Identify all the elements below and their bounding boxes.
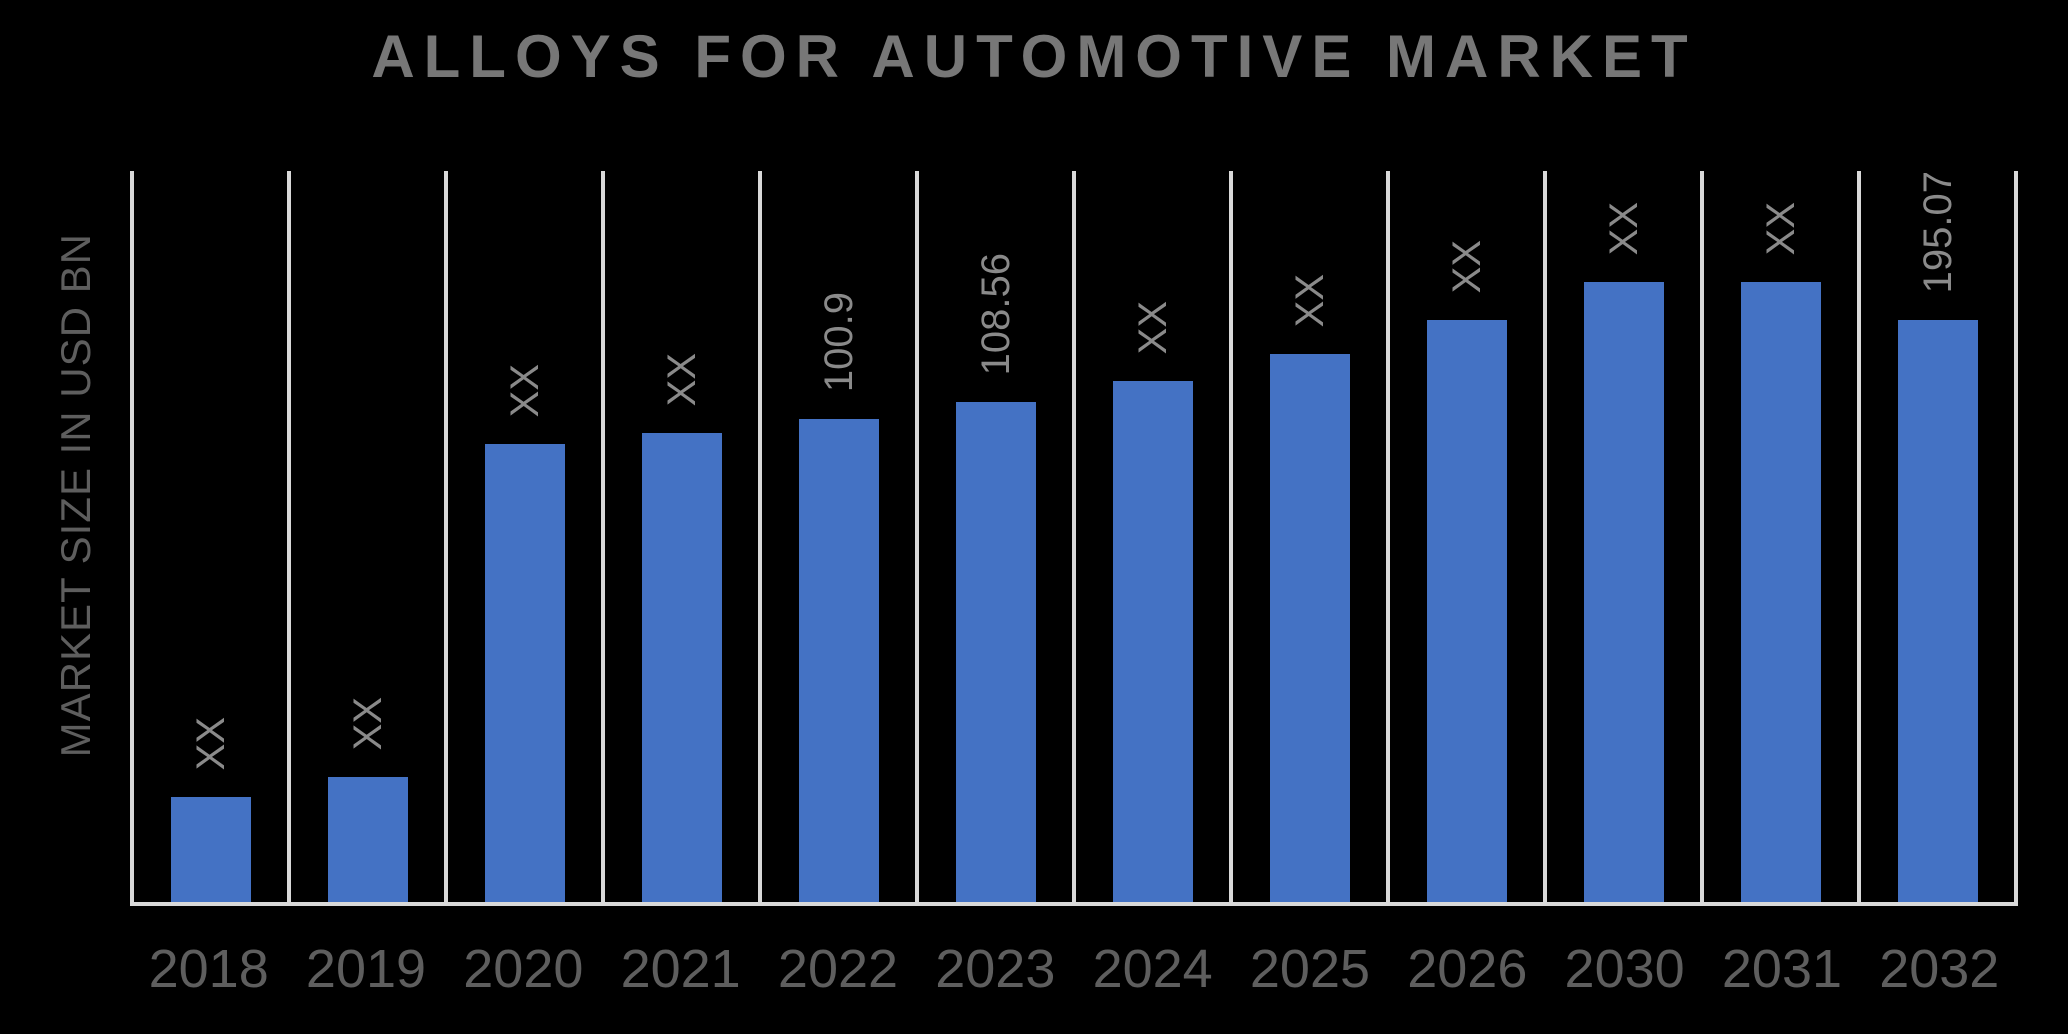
x-tick-2032: 2032: [1879, 939, 2000, 999]
data-label-2018: XX: [188, 716, 233, 770]
category-slot-2031: XX: [1700, 171, 1857, 902]
bar-2021: [641, 433, 722, 902]
bar-2018: [170, 797, 251, 902]
data-label-2030: XX: [1601, 201, 1646, 255]
data-label-2020: XX: [502, 363, 547, 417]
x-tick-2030: 2030: [1564, 939, 1685, 999]
category-slot-2023: 108.56: [915, 171, 1072, 902]
data-label-2032: 195.07: [1915, 171, 1960, 294]
category-slot-2025: XX: [1229, 171, 1386, 902]
x-tick-2023: 2023: [935, 939, 1056, 999]
data-label-2022: 100.9: [816, 291, 861, 392]
bar-2019: [327, 777, 408, 902]
bar-2026: [1426, 320, 1507, 902]
x-tick-2025: 2025: [1249, 939, 1371, 999]
x-tick-2018: 2018: [148, 939, 269, 999]
x-tick-2020: 2020: [463, 939, 584, 999]
bar-2031: [1740, 282, 1821, 902]
plot-area: XX XX XX XX 100.9 108.56 XX XX XX XX XX 195.07: [130, 171, 2018, 906]
category-slot-2030: XX: [1543, 171, 1700, 902]
category-slot-2021: XX: [601, 171, 758, 902]
category-slot-2019: XX: [287, 171, 444, 902]
data-label-2021: XX: [659, 352, 704, 406]
x-tick-2024: 2024: [1092, 939, 1213, 999]
category-slot-2026: XX: [1386, 171, 1543, 902]
category-slot-2018: XX: [130, 171, 287, 902]
data-label-2025: XX: [1287, 273, 1332, 327]
x-tick-2026: 2026: [1407, 939, 1528, 999]
bar-2023: [955, 402, 1036, 902]
bar-2032: [1897, 320, 1978, 902]
bar-2022: [798, 419, 879, 902]
data-label-2026: XX: [1444, 239, 1489, 293]
bar-2024: [1112, 381, 1193, 902]
chart-title: ALLOYS FOR AUTOMOTIVE MARKET: [371, 23, 1697, 90]
category-slot-2022: 100.9: [758, 171, 915, 902]
y-axis-title: MARKET SIZE IN USD BN: [52, 233, 99, 758]
x-tick-2021: 2021: [620, 939, 741, 999]
bar-2020: [484, 444, 565, 902]
bar-2030: [1583, 282, 1664, 902]
data-label-2024: XX: [1130, 300, 1175, 354]
bar-2025: [1269, 354, 1350, 902]
x-axis-labels: 2018 2019 2020 2021 2022 2023 2024 2025 2026 2030…: [130, 938, 2018, 1000]
data-label-2019: XX: [345, 696, 390, 750]
x-tick-2031: 2031: [1721, 939, 1843, 999]
category-slot-2032: 195.07: [1857, 171, 2018, 902]
data-label-2031: XX: [1758, 201, 1803, 255]
category-slot-2024: XX: [1072, 171, 1229, 902]
category-slot-2020: XX: [444, 171, 601, 902]
data-label-2023: 108.56: [973, 252, 1018, 375]
x-tick-2019: 2019: [305, 939, 427, 999]
x-tick-2022: 2022: [777, 939, 899, 999]
